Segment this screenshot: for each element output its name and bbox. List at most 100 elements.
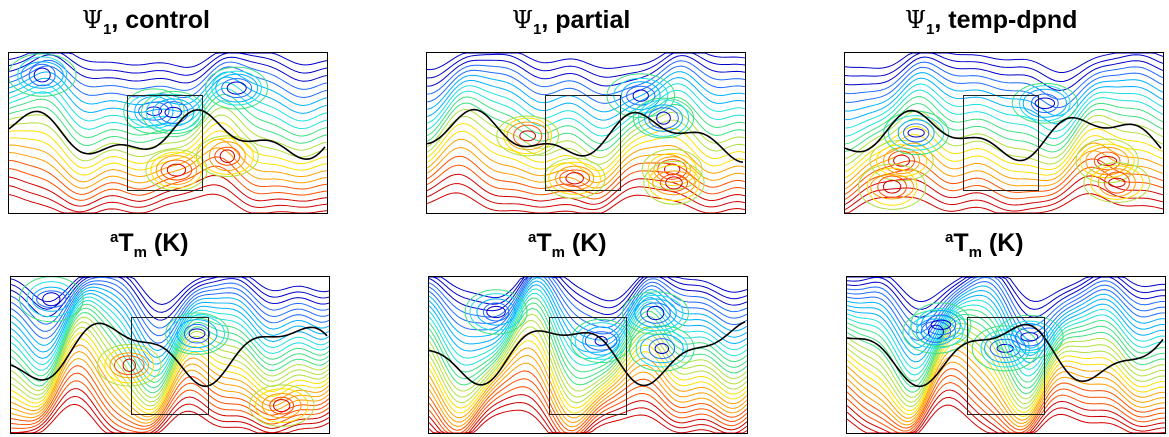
inset-box-tm-temp-dpnd — [967, 317, 1045, 415]
zero-contour — [427, 108, 744, 164]
contour-line — [847, 374, 1165, 433]
contour-line — [429, 277, 747, 329]
contour-line — [845, 61, 1163, 100]
eddy-contour — [160, 159, 193, 181]
eddy-contour — [42, 292, 61, 307]
eddy-contour — [877, 175, 907, 198]
contour-line — [847, 332, 1165, 409]
eddy-contour — [138, 101, 170, 121]
eddy-contour — [548, 161, 601, 195]
eddy-contour — [644, 104, 683, 132]
eddy-contour — [1097, 168, 1136, 197]
contour-line — [429, 277, 747, 316]
eddy-contour — [169, 315, 226, 353]
contour-line — [847, 277, 1165, 326]
eddy-contour — [506, 121, 549, 151]
zero-contour — [845, 109, 1162, 162]
contour-line — [11, 307, 329, 389]
contour-line — [429, 284, 747, 353]
tm-title-control: aTm (K) — [110, 229, 189, 261]
eddy-contour — [254, 388, 309, 424]
eddy-contour — [910, 302, 972, 348]
eddy-contour — [188, 328, 206, 340]
contour-line — [429, 362, 747, 428]
contour-line — [427, 123, 745, 172]
eddy-contour — [980, 329, 1030, 368]
contour-line — [429, 340, 747, 414]
contour-line — [429, 378, 747, 433]
eddy-contour — [158, 101, 189, 124]
contour-line — [429, 401, 747, 433]
eddy-contour — [155, 155, 198, 185]
eddy-contour — [594, 336, 608, 346]
eddy-contour — [482, 302, 510, 322]
contour-line — [847, 277, 1165, 318]
eddy-contour — [17, 56, 68, 94]
eddy-contour — [109, 352, 150, 379]
contour-line — [11, 388, 329, 433]
eddy-contour — [656, 111, 671, 125]
contour-line — [845, 83, 1163, 132]
inset-box-psi-control — [127, 95, 203, 191]
contour-line — [845, 175, 1163, 206]
psi-panel-partial — [426, 52, 746, 214]
eddy-contour — [464, 289, 528, 335]
contour-line — [429, 307, 747, 386]
eddy-contour — [893, 154, 910, 167]
eddy-contour — [476, 298, 516, 326]
eddy-contour — [632, 97, 695, 139]
psi-title-partial: Ψ1, partial — [512, 6, 631, 38]
eddy-contour — [925, 314, 957, 336]
contour-line — [847, 304, 1165, 377]
eddy-contour — [469, 293, 523, 331]
eddy-contour — [887, 115, 945, 151]
contour-line — [847, 349, 1165, 421]
contour-line — [9, 59, 327, 91]
eddy-contour — [915, 318, 957, 346]
contour-line — [9, 114, 327, 162]
eddy-contour — [165, 312, 229, 355]
tm-contours-control — [11, 277, 329, 433]
eddy-contour — [205, 66, 269, 110]
contour-line — [9, 193, 327, 213]
contour-line — [847, 368, 1165, 431]
contour-line — [427, 53, 745, 71]
eddy-contour — [629, 325, 695, 372]
eddy-contour — [648, 164, 700, 202]
psi-title-temp-dpnd: Ψ1, temp-dpnd — [905, 6, 1078, 38]
contour-line — [427, 138, 745, 183]
eddy-contour — [208, 141, 246, 172]
contour-line — [847, 318, 1165, 395]
contour-line — [429, 333, 747, 409]
contour-line — [429, 277, 747, 322]
eddy-contour — [31, 286, 71, 312]
eddy-contour — [519, 130, 537, 142]
contour-line — [845, 89, 1163, 140]
contour-line — [9, 54, 327, 84]
eddy-contour — [269, 396, 295, 415]
eddy-contour — [1083, 162, 1151, 203]
eddy-contour — [214, 146, 241, 166]
contour-line — [427, 130, 745, 178]
contour-line — [9, 156, 327, 195]
eddy-contour — [248, 384, 315, 427]
zero-contour — [9, 109, 326, 160]
eddy-contour — [584, 331, 618, 351]
contour-line — [9, 87, 327, 130]
eddy-contour — [882, 179, 902, 194]
contour-line — [429, 277, 747, 302]
contour-line — [845, 56, 1163, 91]
eddy-contour — [1097, 156, 1118, 166]
psi-contours-temp-dpnd — [845, 53, 1163, 213]
contour-line — [429, 409, 747, 433]
eddy-contour — [869, 174, 915, 200]
eddy-contour — [1020, 332, 1039, 342]
eddy-contour — [648, 338, 676, 360]
contour-line — [427, 147, 745, 189]
contour-line — [847, 290, 1165, 357]
contour-line — [847, 361, 1165, 428]
eddy-contour — [219, 149, 235, 164]
psi-panel-temp-dpnd — [844, 52, 1164, 214]
eddy-contour — [1022, 88, 1068, 118]
tm-panel-partial — [428, 276, 748, 434]
